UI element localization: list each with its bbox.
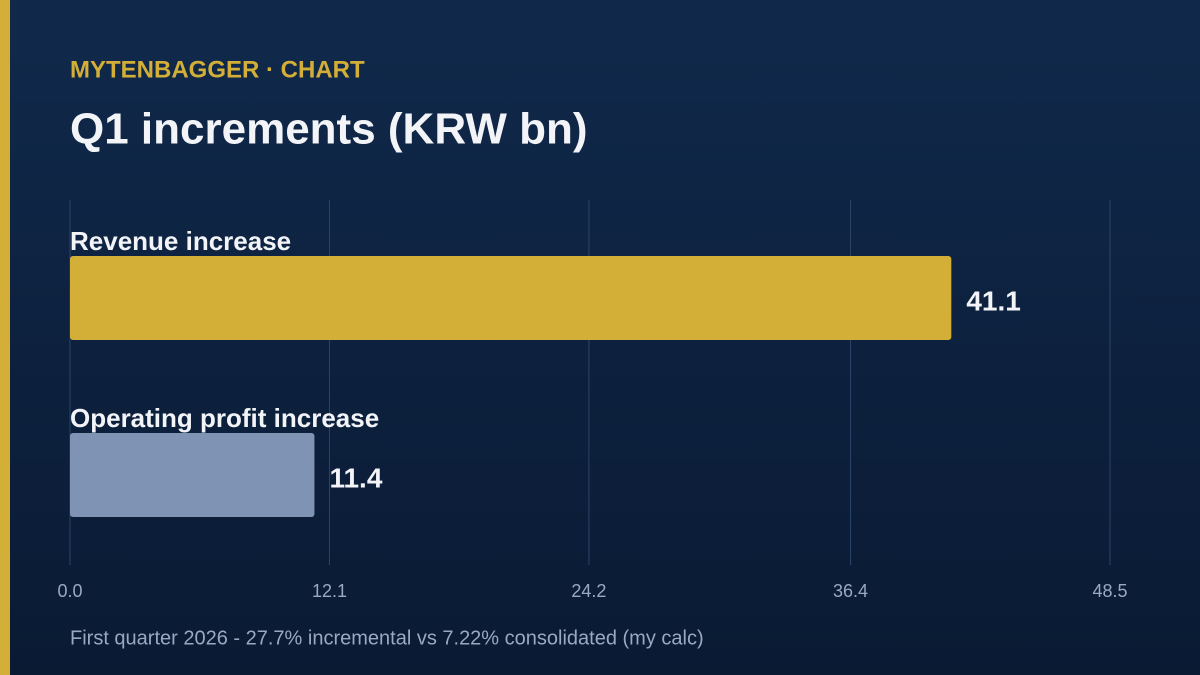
x-tick-label: 12.1 [312,581,347,601]
x-tick-label: 48.5 [1092,581,1127,601]
kicker: MYTENBAGGER · CHART [70,56,365,83]
chart-title: Q1 increments (KRW bn) [70,105,587,154]
category-label: Revenue increase [70,226,291,256]
footnote: First quarter 2026 - 27.7% incremental v… [70,627,704,649]
value-label: 11.4 [329,462,382,493]
bar [70,256,952,340]
plot: 0.0 12.1 24.2 36.4 48.5 Revenue increase 41.1 O… [57,200,1128,601]
accent-stripe [0,0,10,675]
x-tick-label: 0.0 [57,581,82,601]
category-label: Operating profit increase [70,403,379,433]
x-tick-label: 24.2 [571,581,606,601]
x-tick-label: 36.4 [833,581,868,601]
value-label: 41.1 [966,285,1021,316]
bar [70,433,315,517]
